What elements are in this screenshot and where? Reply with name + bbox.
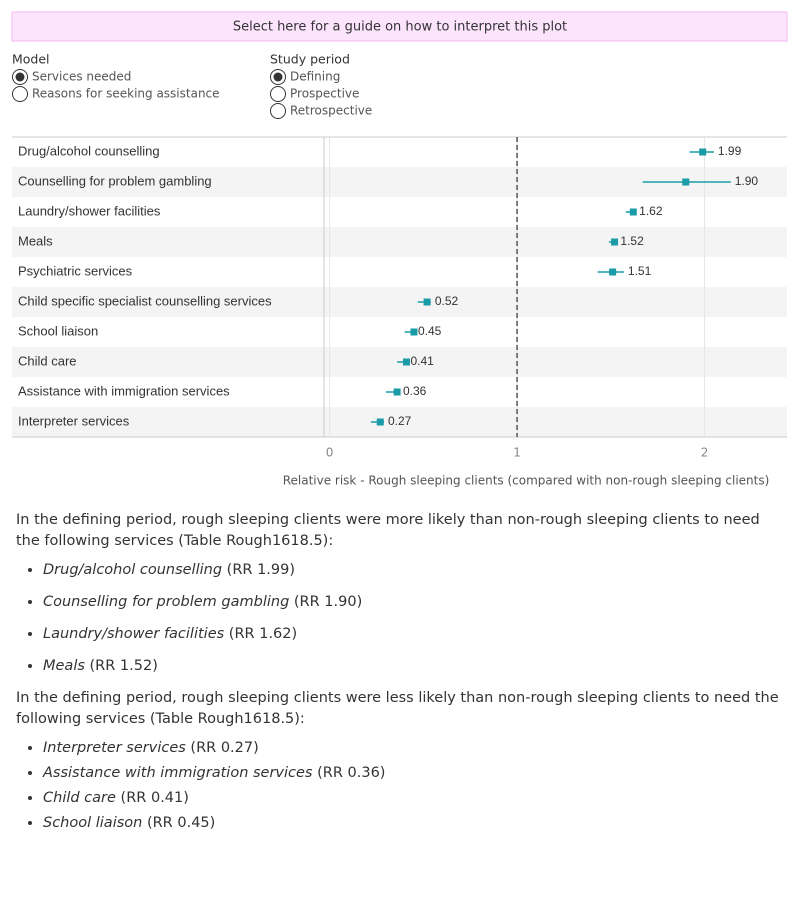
paragraph: In the defining period, rough sleeping c… (16, 512, 760, 549)
x-axis-label: Relative risk - Rough sleeping clients (… (283, 474, 770, 488)
service-name: Counselling for problem gambling (43, 594, 290, 610)
bullet-item: Interpreter services (RR 0.27) (43, 738, 786, 759)
service-name: Interpreter services (43, 740, 186, 756)
value-label: 0.41 (410, 354, 434, 368)
rr-text: (RR 0.41) (120, 790, 189, 806)
service-name: Laundry/shower facilities (43, 626, 225, 642)
bullet-item: Assistance with immigration services (RR… (43, 763, 786, 784)
point-marker (393, 388, 401, 396)
bullet-item: Drug/alcohol counselling (RR 1.99) (43, 560, 786, 581)
rr-text: (RR 1.52) (89, 658, 158, 674)
rr-text: (RR 1.62) (228, 626, 298, 642)
category-label: Child specific specialist counselling se… (18, 293, 272, 308)
service-name: Meals (43, 658, 85, 674)
radio-label[interactable]: Reasons for seeking assistance (32, 87, 220, 101)
rr-text: (RR 1.90) (293, 594, 363, 610)
guide-button[interactable] (11, 11, 788, 42)
control-label: Study period (270, 52, 350, 67)
value-label: 0.36 (403, 384, 427, 398)
rr-text: (RR 1.99) (226, 562, 296, 578)
radio[interactable] (270, 86, 286, 102)
radio-label[interactable]: Defining (290, 70, 340, 84)
bullet-item: School liaison (RR 0.45) (43, 813, 786, 834)
value-label: 0.45 (418, 324, 442, 338)
x-tick-label: 1 (513, 446, 521, 460)
row-band (12, 227, 787, 257)
service-name: Child care (43, 790, 116, 806)
point-marker (609, 268, 617, 276)
point-marker (682, 178, 690, 186)
bullet-item: Counselling for problem gambling (RR 1.9… (43, 592, 786, 613)
value-label: 1.99 (718, 144, 742, 158)
category-label: Laundry/shower facilities (18, 203, 161, 218)
bullet-item: Meals (RR 1.52) (43, 656, 786, 677)
radio-label[interactable]: Services needed (32, 70, 131, 84)
point-marker (376, 418, 384, 426)
bullet-list: Drug/alcohol counselling (RR 1.99) Counse… (16, 560, 786, 677)
point-marker (629, 208, 637, 216)
guide-button-text[interactable]: Select here for a guide on how to interp… (233, 20, 567, 35)
point-marker (410, 328, 418, 336)
category-label: Counselling for problem gambling (18, 173, 212, 188)
point-marker (699, 148, 707, 156)
bullet-item: Child care (RR 0.41) (43, 788, 786, 809)
rr-text: (RR 0.45) (146, 815, 216, 831)
service-name: Drug/alcohol counselling (43, 562, 223, 578)
category-label: Meals (18, 233, 53, 248)
radio-dot (273, 72, 283, 82)
value-label: 1.90 (735, 174, 759, 188)
rr-text: (RR 0.36) (317, 765, 386, 781)
value-label: 1.51 (628, 264, 652, 278)
bullet-item: Laundry/shower facilities (RR 1.62) (43, 624, 786, 645)
x-tick-label: 0 (326, 446, 334, 460)
radio[interactable] (12, 86, 28, 102)
radio-label[interactable]: Prospective (290, 87, 359, 101)
x-tick-label: 2 (701, 446, 709, 460)
row-band (12, 407, 787, 437)
point-marker (423, 298, 431, 306)
point-marker (402, 358, 410, 366)
category-label: Child care (18, 353, 77, 368)
category-label: Interpreter services (18, 413, 130, 428)
bullet-list: Interpreter services (RR 0.27) Assistance… (16, 738, 786, 834)
service-name: Assistance with immigration services (43, 765, 313, 781)
paragraph: In the defining period, rough sleeping c… (16, 690, 779, 727)
radio-label[interactable]: Retrospective (290, 104, 372, 118)
row-band (12, 287, 787, 317)
summary: In the defining period, rough sleeping c… (16, 510, 786, 844)
rr-text: (RR 0.27) (190, 740, 259, 756)
category-label: Psychiatric services (18, 263, 133, 278)
value-label: 1.52 (620, 234, 644, 248)
value-label: 1.62 (639, 204, 663, 218)
value-label: 0.52 (435, 294, 459, 308)
control-label: Model (12, 52, 50, 67)
radio[interactable] (270, 103, 286, 119)
point-marker (611, 238, 619, 246)
category-label: School liaison (18, 323, 98, 338)
value-label: 0.27 (388, 414, 412, 428)
service-name: School liaison (43, 815, 143, 831)
radio-dot (15, 72, 25, 82)
dashboard: Select here for a guide on how to interp… (11, 11, 788, 488)
category-label: Assistance with immigration services (18, 383, 230, 398)
category-label: Drug/alcohol counselling (18, 143, 160, 158)
